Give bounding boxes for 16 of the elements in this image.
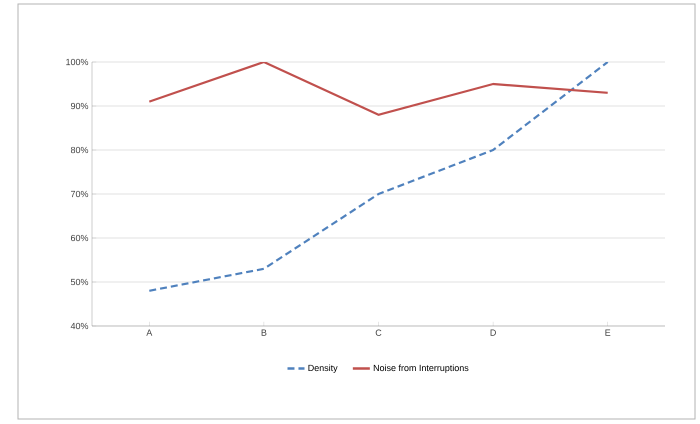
x-tick-label: C	[376, 330, 382, 336]
y-tick-label: 100%	[66, 58, 88, 66]
y-tick-label: 50%	[70, 278, 88, 286]
y-tick-label: 60%	[70, 234, 88, 242]
x-tick-label: A	[146, 330, 152, 336]
line-series	[148, 62, 609, 292]
legend-label: Density	[308, 364, 338, 373]
legend-label: Noise from Interruptions	[374, 364, 468, 373]
y-tick-label: 90%	[70, 102, 88, 110]
y-tick-label: 40%	[70, 322, 88, 330]
y-tick-label: 70%	[70, 190, 88, 198]
x-tick-label: B	[262, 330, 266, 336]
x-tick-label: D	[490, 330, 496, 336]
x-tick-label: E	[605, 330, 610, 336]
y-tick-label: 80%	[70, 146, 88, 154]
line-series	[148, 62, 609, 116]
